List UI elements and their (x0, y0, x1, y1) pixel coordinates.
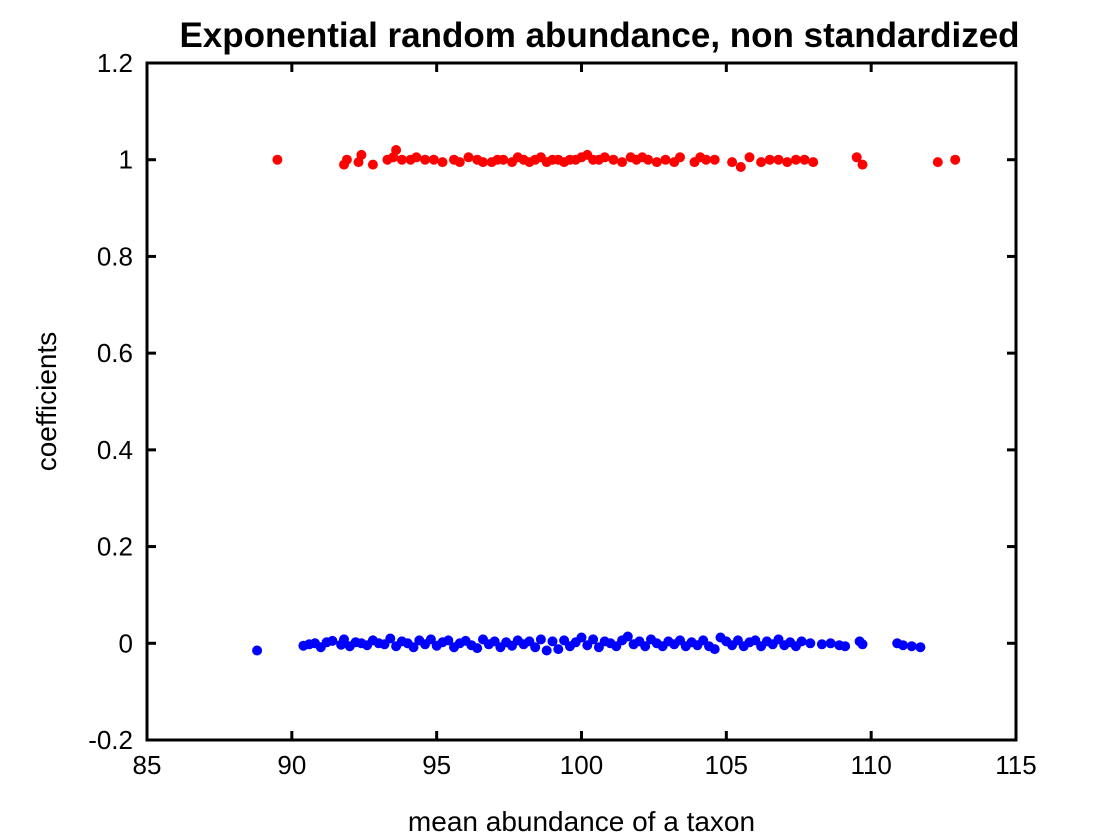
data-point (640, 641, 651, 652)
data-point (709, 154, 720, 165)
y-tick-label: 0.8 (97, 241, 133, 271)
y-tick-label: 1 (119, 145, 133, 175)
data-point (356, 149, 367, 160)
data-point (851, 152, 862, 163)
data-point (385, 633, 396, 644)
data-point (796, 636, 807, 647)
data-point (643, 154, 654, 165)
data-point (617, 157, 628, 168)
data-point (857, 159, 868, 170)
x-axis-label: mean abundance of a taxon (408, 806, 755, 837)
data-point (799, 154, 810, 165)
x-tick-label: 90 (277, 750, 306, 780)
data-point (411, 152, 422, 163)
data-point (553, 644, 564, 655)
data-point (950, 154, 961, 165)
data-point (727, 157, 738, 168)
data-point (339, 634, 349, 645)
data-points (252, 145, 961, 656)
data-point (463, 152, 474, 163)
data-point (443, 635, 454, 646)
data-point (840, 641, 851, 652)
data-point (454, 157, 465, 168)
data-point (906, 641, 917, 652)
data-point (701, 154, 712, 165)
data-point (735, 162, 746, 172)
data-point (651, 157, 662, 168)
y-tick-label: 0 (119, 628, 133, 658)
data-point (391, 145, 402, 155)
y-tick-labels: -0.2 0 0.2 0.4 0.6 0.8 1 1.2 (88, 48, 133, 755)
data-point (764, 154, 775, 165)
data-point (790, 154, 801, 165)
data-point (599, 152, 610, 163)
data-point (808, 157, 819, 168)
x-tick-label: 85 (133, 750, 162, 780)
data-point (408, 642, 419, 653)
data-point (420, 154, 431, 165)
data-point (478, 157, 488, 168)
data-point (622, 631, 633, 642)
data-point (252, 645, 263, 656)
data-point (675, 152, 685, 163)
data-point (396, 154, 407, 165)
data-point (709, 644, 720, 655)
y-tick-label: 0.4 (97, 435, 133, 465)
data-point (816, 639, 827, 650)
y-tick-label: 1.2 (97, 48, 133, 78)
data-point (932, 157, 943, 168)
data-point (805, 638, 816, 649)
data-point (857, 639, 868, 650)
data-point (425, 634, 436, 645)
x-tick-label: 95 (422, 750, 451, 780)
data-point (547, 636, 558, 647)
x-tick-label: 105 (705, 750, 748, 780)
x-tick-label: 115 (995, 750, 1036, 780)
data-point (341, 154, 352, 165)
data-point (541, 645, 552, 656)
data-point (576, 632, 587, 643)
data-point (472, 643, 483, 654)
data-point (498, 154, 509, 165)
data-point (608, 154, 619, 165)
data-point (272, 154, 283, 165)
data-point (744, 152, 755, 163)
y-tick-label: -0.2 (88, 725, 133, 755)
data-point (588, 634, 599, 645)
chart-title: Exponential random abundance, non standa… (179, 16, 1019, 55)
data-point (535, 634, 546, 645)
x-tick-label: 100 (560, 750, 603, 780)
data-point (327, 635, 338, 646)
data-point (756, 157, 767, 168)
data-point (428, 154, 439, 165)
data-point (915, 642, 926, 653)
y-tick-label: 0.2 (97, 532, 133, 562)
data-point (825, 638, 836, 649)
data-point (773, 154, 784, 165)
data-point (660, 154, 671, 165)
y-tick-label: 0.6 (97, 338, 133, 368)
y-axis-label: coefficients (31, 332, 62, 472)
data-point (530, 642, 541, 653)
data-point (782, 157, 793, 168)
data-point (437, 157, 448, 168)
data-point (898, 640, 908, 651)
x-tick-label: 110 (850, 750, 891, 780)
axis-ticks (145, 61, 1018, 742)
data-point (367, 159, 378, 170)
x-tick-labels: 85 90 95 100 105 110 115 (133, 750, 1037, 780)
